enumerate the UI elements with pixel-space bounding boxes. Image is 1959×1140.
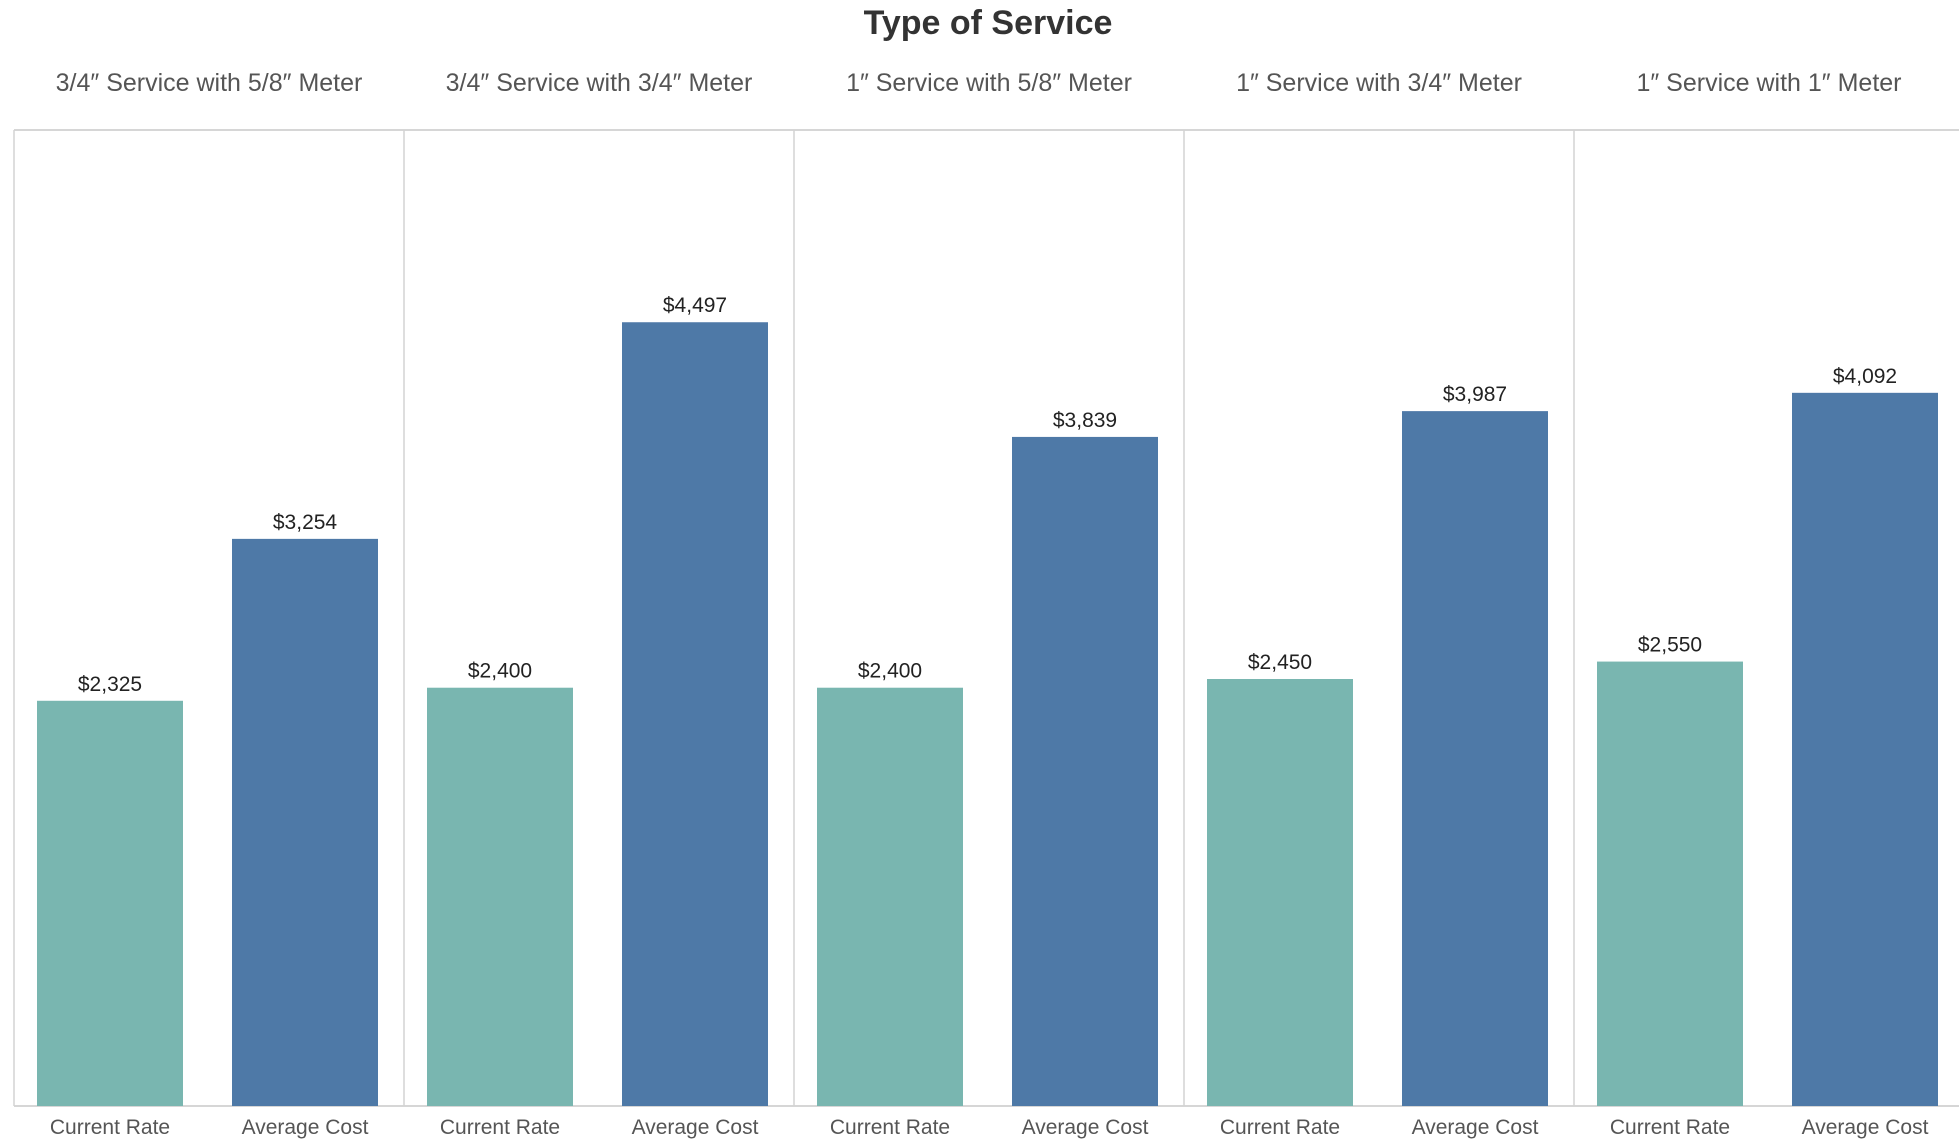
x-tick-label: Current Rate <box>1610 1116 1730 1139</box>
data-label: $3,839 <box>1053 409 1117 432</box>
panel-3: 1″ Service with 5/8″ Meter $2,400 Current … <box>793 69 1158 1139</box>
panel-header: 3/4″ Service with 5/8″ Meter <box>56 69 363 97</box>
bar-current-rate[interactable] <box>817 687 963 1106</box>
data-label: $2,400 <box>858 660 922 683</box>
x-tick-label: Average Cost <box>632 1116 759 1139</box>
panels-layer: 3/4″ Service with 5/8″ Meter $2,325 Curren… <box>13 69 1938 1139</box>
data-label: $4,092 <box>1833 365 1897 388</box>
x-tick-label: Average Cost <box>1802 1116 1929 1139</box>
data-label: $2,325 <box>78 673 142 696</box>
bar-current-rate[interactable] <box>1207 679 1353 1106</box>
x-tick-label: Average Cost <box>1412 1116 1539 1139</box>
bar-average-cost[interactable] <box>232 538 378 1106</box>
panel-2: 3/4″ Service with 3/4″ Meter $2,400 Curren… <box>403 69 768 1139</box>
data-label: $3,987 <box>1443 383 1507 406</box>
panel-header: 1″ Service with 3/4″ Meter <box>1236 69 1522 97</box>
x-tick-label: Current Rate <box>1220 1116 1340 1139</box>
data-label: $2,550 <box>1638 634 1702 657</box>
chart-title: Type of Service <box>864 4 1113 42</box>
bar-average-cost[interactable] <box>1792 392 1938 1106</box>
x-tick-label: Average Cost <box>242 1116 369 1139</box>
data-label: $2,450 <box>1248 651 1312 674</box>
bar-average-cost[interactable] <box>622 322 768 1106</box>
data-label: $2,400 <box>468 660 532 683</box>
panel-4: 1″ Service with 3/4″ Meter $2,450 Current … <box>1183 69 1548 1139</box>
panel-header: 1″ Service with 1″ Meter <box>1636 69 1901 97</box>
x-tick-label: Current Rate <box>50 1116 170 1139</box>
x-tick-label: Current Rate <box>830 1116 950 1139</box>
panel-1: 3/4″ Service with 5/8″ Meter $2,325 Curren… <box>13 69 378 1139</box>
panel-header: 1″ Service with 5/8″ Meter <box>846 69 1132 97</box>
x-tick-label: Average Cost <box>1022 1116 1149 1139</box>
bar-average-cost[interactable] <box>1012 436 1158 1107</box>
bar-current-rate[interactable] <box>37 700 183 1106</box>
panel-header: 3/4″ Service with 3/4″ Meter <box>446 69 753 97</box>
bar-current-rate[interactable] <box>1597 661 1743 1106</box>
bar-average-cost[interactable] <box>1402 411 1548 1106</box>
data-label: $4,497 <box>663 294 727 317</box>
bar-current-rate[interactable] <box>427 687 573 1106</box>
panel-5: 1″ Service with 1″ Meter $2,550 Current Ra… <box>1573 69 1938 1139</box>
x-tick-label: Current Rate <box>440 1116 560 1139</box>
data-label: $3,254 <box>273 511 338 534</box>
